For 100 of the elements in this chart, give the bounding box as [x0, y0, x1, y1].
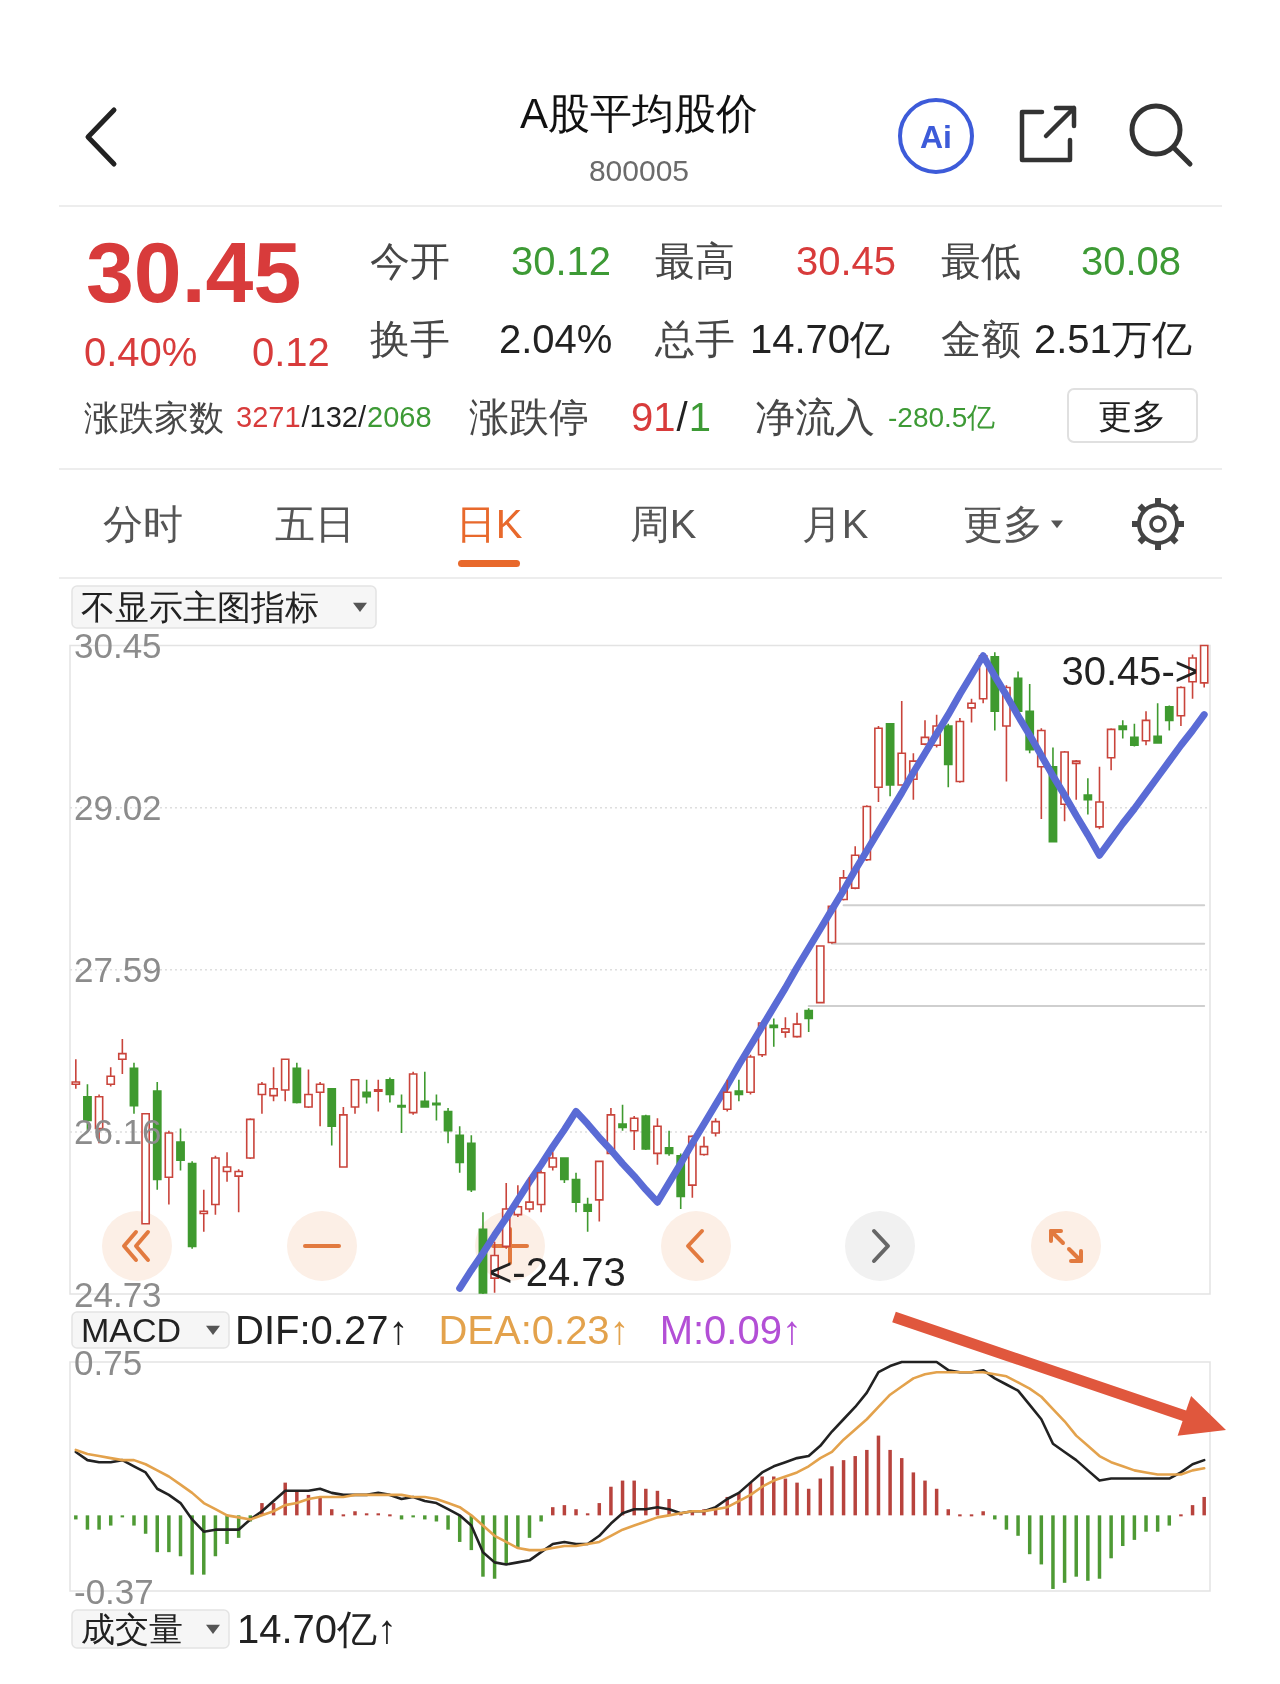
candlestick [559, 1157, 569, 1184]
candlestick [234, 1168, 244, 1214]
candlestick [874, 725, 883, 803]
candlestick [466, 1134, 476, 1193]
text: 3271 [236, 401, 301, 433]
bar [446, 1515, 450, 1530]
candlestick [781, 1016, 790, 1039]
candlestick [432, 1093, 441, 1122]
text: 2068 [367, 401, 432, 433]
text: 更多 [963, 502, 1043, 546]
candlestick [1176, 685, 1186, 727]
y-tick-label: -0.37 [74, 1571, 154, 1611]
text: 2.51万亿 [1034, 317, 1192, 361]
candlestick [350, 1078, 360, 1115]
text: Ai [920, 119, 952, 155]
candlestick [1199, 644, 1209, 689]
candlestick [292, 1061, 302, 1105]
candlestick [536, 1169, 546, 1214]
bar [574, 1509, 578, 1516]
candlestick [1118, 719, 1128, 740]
text: M:0.09↑ [659, 1308, 802, 1352]
text: 最高 [655, 239, 735, 283]
bar [772, 1476, 776, 1516]
text: 30.45 [796, 239, 897, 283]
text: 涨跌家数 [84, 397, 224, 437]
text: 14.70亿↑ [237, 1607, 398, 1651]
y-tick-label: 27.59 [74, 950, 162, 990]
candlestick [967, 697, 976, 724]
candlestick [117, 1038, 127, 1075]
bar [1016, 1515, 1020, 1536]
bar [1086, 1515, 1090, 1581]
candlestick [571, 1171, 581, 1214]
candlestick [1083, 777, 1093, 816]
candlestick [769, 1017, 779, 1048]
bar [853, 1456, 857, 1516]
candlestick [187, 1160, 197, 1250]
text: 最低 [941, 239, 1021, 283]
y-tick-label: 29.02 [74, 788, 162, 828]
bar [993, 1515, 997, 1520]
bar [830, 1466, 834, 1516]
chart-title: 不显示主图指标 [81, 588, 319, 626]
text: A股平均股价 [519, 89, 759, 137]
y-tick-label: 24.73 [74, 1274, 162, 1314]
candlestick [408, 1070, 418, 1116]
candlestick [129, 1061, 139, 1115]
bar [411, 1515, 415, 1518]
text: 月K [801, 502, 869, 546]
text: 分时 [103, 502, 183, 546]
candlestick [746, 1053, 755, 1096]
text: 1 [688, 395, 711, 439]
text: 周K [629, 502, 697, 546]
text: -280.5亿 [888, 401, 996, 433]
bar [1074, 1515, 1078, 1577]
candlestick [71, 1058, 81, 1090]
candlestick [257, 1081, 267, 1115]
candlestick [269, 1066, 278, 1103]
y-tick-label: 30.45 [74, 626, 162, 665]
text: 涨跌停 [469, 395, 589, 439]
text: /132/ [301, 401, 367, 433]
candlestick [443, 1107, 453, 1145]
bar [923, 1480, 927, 1516]
candlestick [1095, 766, 1104, 830]
text: / [676, 395, 689, 439]
bar [1051, 1515, 1055, 1589]
candlestick [397, 1093, 406, 1134]
candlestick [734, 1078, 744, 1103]
candlestick [594, 1160, 604, 1223]
candlestick [199, 1188, 209, 1233]
bar [644, 1488, 648, 1516]
bar [516, 1515, 520, 1549]
candlestick [245, 1117, 255, 1160]
candlestick [420, 1070, 430, 1108]
candlestick [897, 700, 907, 786]
bar [551, 1507, 555, 1516]
candlestick [106, 1066, 116, 1088]
bar [632, 1480, 636, 1516]
candlestick [955, 717, 965, 784]
candlestick [327, 1087, 337, 1147]
bar [888, 1449, 892, 1516]
bar [1004, 1515, 1009, 1530]
candlestick [583, 1196, 593, 1233]
candlestick [362, 1078, 372, 1105]
candlestick [920, 719, 930, 747]
candlestick [304, 1068, 313, 1109]
text: 0.12 [252, 330, 330, 374]
text: 30.12 [511, 239, 612, 283]
bar [74, 1515, 78, 1520]
candlestick [641, 1114, 651, 1151]
candlestick [373, 1078, 383, 1113]
candlestick [1071, 759, 1081, 801]
candlestick [176, 1127, 185, 1172]
candlestick [1106, 727, 1116, 772]
text: 成交量 [81, 1610, 183, 1648]
candlestick [711, 1117, 721, 1138]
candlestick [525, 1176, 534, 1214]
bar [318, 1496, 322, 1516]
bar [108, 1515, 113, 1526]
candlestick [943, 722, 953, 789]
bar [795, 1482, 799, 1516]
bar [760, 1476, 764, 1516]
